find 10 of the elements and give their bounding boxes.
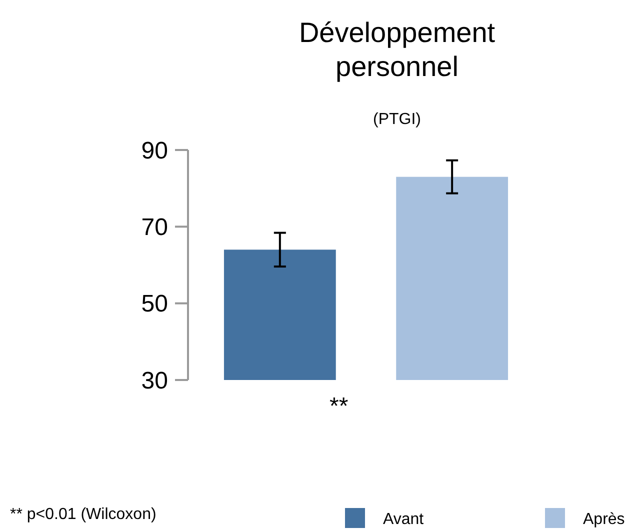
y-tick-label: 90 [141, 137, 168, 164]
legend-label: Avant [383, 511, 424, 528]
y-tick-label: 30 [141, 367, 168, 394]
text: ** p<0.01 (Wilcoxon) [10, 506, 156, 523]
y-tick-label: 50 [141, 290, 168, 318]
text: ** [330, 393, 348, 420]
y-tick-label: 70 [141, 214, 168, 242]
chart-subtitle: (PTGI) [373, 111, 421, 128]
chart-title: Développement personnel [298, 17, 496, 82]
legend-label: Après [583, 511, 625, 528]
